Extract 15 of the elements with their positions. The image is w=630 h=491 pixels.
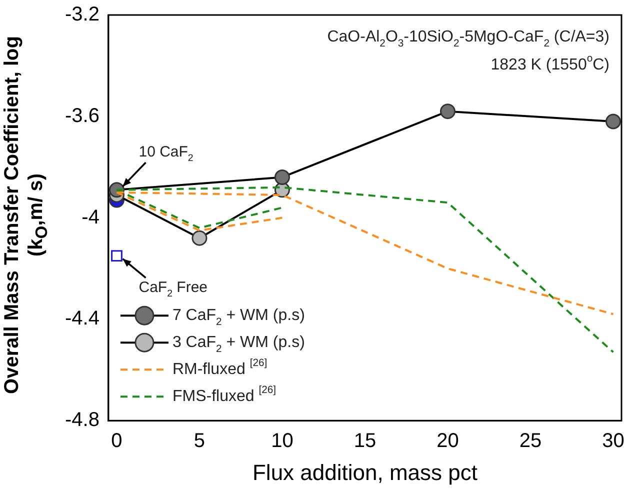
x-tick-label: 25 — [519, 430, 542, 452]
x-axis-title: Flux addition, mass pct — [252, 460, 478, 485]
x-tick-label: 30 — [602, 430, 624, 452]
y-tick-label: -3.2 — [64, 4, 100, 26]
legend-label: RM-fluxed [26] — [172, 358, 268, 378]
x-tick-label: 0 — [111, 430, 122, 452]
x-tick-label: 20 — [436, 430, 459, 452]
y-tick-label: -4 — [82, 206, 100, 228]
y-tick-label: -4.4 — [64, 308, 100, 330]
y-tick-label: -3.6 — [64, 104, 100, 127]
y-tick-label: -4.8 — [64, 409, 100, 432]
x-tick-label: 15 — [354, 430, 376, 452]
legend-label: FMS-fluxed [26] — [172, 385, 276, 406]
x-tick-label: 5 — [194, 430, 206, 452]
x-tick-label: 10 — [271, 430, 294, 452]
